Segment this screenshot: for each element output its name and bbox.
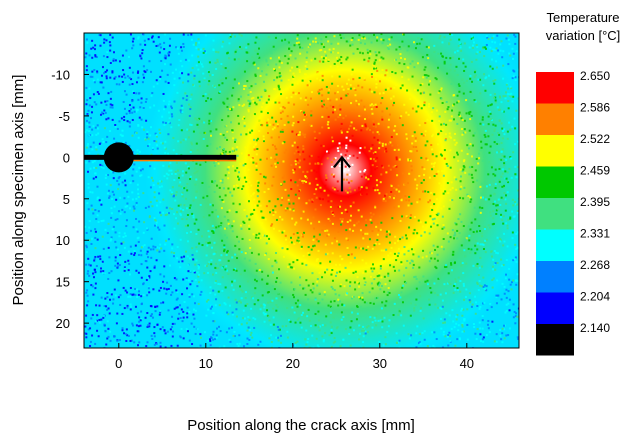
plot-area	[84, 33, 519, 348]
y-axis: -10 -5 0 5 10 15 20	[51, 67, 89, 331]
colorbar-swatch	[536, 72, 574, 104]
specimen-features	[84, 142, 351, 192]
colorbar-label: 2.586	[580, 101, 610, 115]
colorbar-swatch	[536, 135, 574, 167]
y-tick-label: 10	[56, 233, 70, 248]
x-tick-label: 10	[199, 356, 213, 371]
colorbar-swatch	[536, 198, 574, 230]
x-tick-label: 0	[115, 356, 122, 371]
x-tick-label: 20	[286, 356, 300, 371]
colorbar-title-line-2: variation [°C]	[546, 28, 621, 43]
heatmap-hot-region	[145, 33, 519, 348]
colorbar-swatch	[536, 229, 574, 261]
y-tick-label: -10	[51, 67, 70, 82]
colorbar-swatch	[536, 166, 574, 198]
colorbar-swatch	[536, 103, 574, 135]
y-tick-label: 15	[56, 275, 70, 290]
colorbar: Temperature variation [°C] 2.650 2.586 2.5…	[536, 10, 620, 356]
hot-spot-arrow	[333, 155, 351, 192]
colorbar-label: 2.140	[580, 321, 610, 335]
plot-frame	[83, 32, 520, 349]
y-tick-label: -5	[58, 109, 70, 124]
hole-marker	[103, 142, 134, 173]
crack-edge	[118, 159, 237, 162]
colorbar-swatch	[536, 324, 574, 356]
y-tick-label: 20	[56, 316, 70, 331]
colorbar-swatch	[536, 292, 574, 324]
colorbar-label: 2.522	[580, 132, 610, 146]
x-axis: 0 10 20 30 40	[115, 343, 474, 371]
colorbar-label: 2.650	[580, 69, 610, 83]
colorbar-label: 2.268	[580, 258, 610, 272]
colorbar-swatch	[536, 261, 574, 293]
x-tick-label: 40	[460, 356, 474, 371]
colorbar-label: 2.204	[580, 290, 610, 304]
colorbar-label: 2.331	[580, 227, 610, 241]
crack-line	[84, 154, 237, 160]
colorbar-label: 2.395	[580, 195, 610, 209]
y-tick-label: 0	[63, 150, 70, 165]
y-axis-title: Position along specimen axis [mm]	[10, 75, 27, 306]
colorbar-label: 2.459	[580, 164, 610, 178]
x-axis-title: Position along the crack axis [mm]	[187, 417, 415, 434]
colorbar-title-line-1: Temperature	[547, 10, 620, 25]
y-tick-label: 5	[63, 192, 70, 207]
x-tick-label: 30	[373, 356, 387, 371]
